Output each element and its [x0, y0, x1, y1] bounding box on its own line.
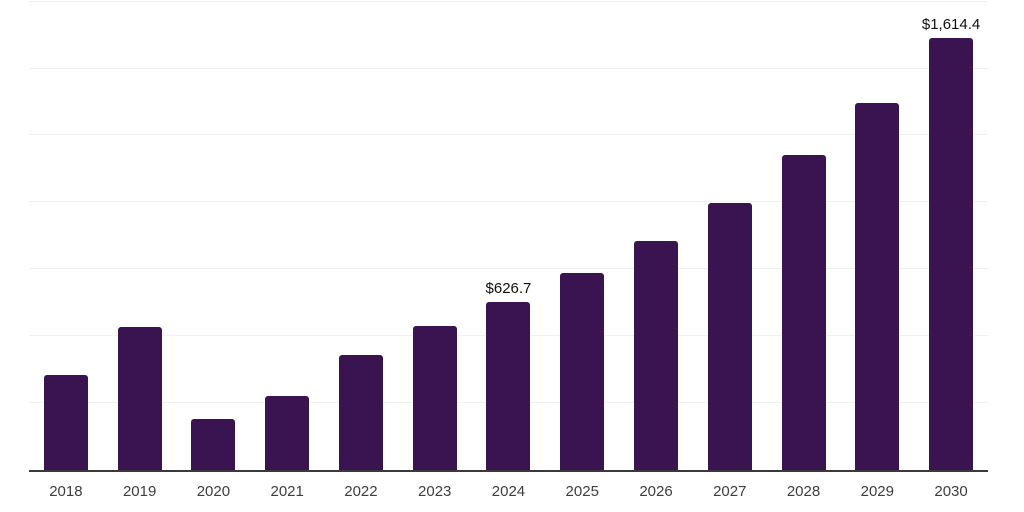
bar-2024 — [486, 302, 531, 470]
bar-slot-2020 — [177, 0, 251, 470]
bar-2019 — [117, 326, 162, 470]
bar-slot-2027 — [693, 0, 767, 470]
bar-slot-2018 — [29, 0, 103, 470]
bar-slot-2030: $1,614.4 — [914, 0, 988, 470]
x-tick-2027: 2027 — [713, 483, 747, 500]
bar-2023 — [412, 325, 457, 470]
bar-2026 — [634, 240, 678, 470]
x-tick-2019: 2019 — [122, 483, 157, 500]
x-tick-2020: 2020 — [196, 483, 231, 500]
x-tick-2026: 2026 — [639, 483, 673, 500]
bar-slot-2025 — [545, 0, 619, 470]
x-tick-2029: 2029 — [860, 483, 894, 500]
x-tick-2021: 2021 — [270, 483, 304, 500]
bar-2020 — [191, 418, 236, 470]
bar-slot-2019 — [103, 0, 177, 470]
plot-area: $626.7 $1,614.4 — [29, 0, 988, 470]
bar-slot-2021 — [250, 0, 324, 470]
x-tick-2023: 2023 — [418, 483, 452, 500]
x-tick-2025: 2025 — [565, 483, 599, 500]
bar-2029 — [855, 102, 900, 470]
x-tick-2018: 2018 — [49, 483, 83, 500]
x-tick-2024: 2024 — [491, 483, 526, 500]
gridline — [29, 201, 988, 203]
bar-2025 — [560, 272, 605, 470]
gridline — [29, 268, 988, 270]
bars: $626.7 $1,614.4 — [29, 0, 988, 470]
bar-slot-2022 — [324, 0, 398, 470]
bar-value-label-2030: $1,614.4 — [921, 15, 981, 33]
bar-2021 — [265, 395, 310, 470]
bar-2022 — [338, 354, 383, 470]
gridline — [29, 134, 988, 136]
bar-2027 — [707, 202, 752, 470]
x-tick-2028: 2028 — [786, 483, 821, 500]
bar-2028 — [781, 154, 826, 470]
bar-2018 — [43, 375, 88, 470]
x-axis-line — [29, 470, 988, 472]
x-axis-labels: 2018 2019 2020 2021 2022 2023 2024 2025 2026 2027… — [29, 483, 988, 500]
bar-slot-2028 — [767, 0, 841, 470]
gridline — [29, 67, 988, 69]
bar-slot-2024: $626.7 — [472, 0, 546, 470]
x-tick-2030: 2030 — [934, 483, 968, 500]
bar-2030 — [929, 37, 974, 470]
gridline — [29, 0, 988, 2]
bar-slot-2023 — [398, 0, 472, 470]
x-tick-2022: 2022 — [344, 483, 378, 500]
bar-value-label-2024: $626.7 — [485, 280, 532, 298]
bar-slot-2026 — [619, 0, 693, 470]
bar-slot-2029 — [840, 0, 914, 470]
